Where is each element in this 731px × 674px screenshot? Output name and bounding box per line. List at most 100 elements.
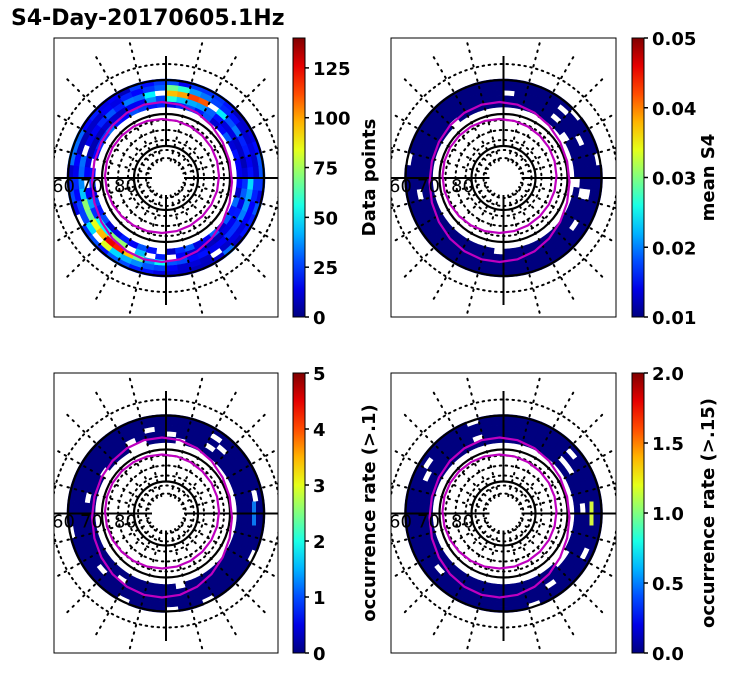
plot-area: 60 70 80 xyxy=(391,41,616,315)
data-cell xyxy=(241,166,249,179)
dotted-meridian xyxy=(466,41,500,162)
auroral-oval-line xyxy=(441,453,558,570)
data-cell xyxy=(573,503,581,514)
dotted-meridian xyxy=(432,391,496,499)
dotted-meridian xyxy=(177,413,266,502)
axes-frame xyxy=(390,37,617,318)
colorbar-tick-label: 0 xyxy=(313,644,326,665)
dotted-meridian xyxy=(180,521,278,580)
colorbar-tick-label: 5 xyxy=(313,364,326,385)
plot-area: 60 70 80 xyxy=(52,377,278,650)
latitude-label: 60 xyxy=(52,512,75,533)
colorbar xyxy=(292,37,306,318)
dotted-meridian xyxy=(180,186,278,244)
data-cell xyxy=(493,583,504,591)
axes-frame xyxy=(53,37,279,318)
colorbar-tick-label: 0.5 xyxy=(652,574,684,595)
data-cell xyxy=(165,600,179,608)
data-cell xyxy=(153,264,167,272)
latitude-label: 60 xyxy=(389,512,412,533)
dotted-meridian xyxy=(54,482,150,510)
data-cell xyxy=(247,166,255,179)
dotted-meridian xyxy=(128,194,163,315)
dotted-meridian xyxy=(182,517,278,545)
dotted-meridian xyxy=(391,111,489,170)
dotted-meridian xyxy=(391,517,488,545)
dotted-meridian xyxy=(66,78,155,167)
colorbar-tick-label: 0.04 xyxy=(652,99,696,120)
plot-area: 60 70 80 xyxy=(52,41,278,315)
dotted-meridian xyxy=(174,391,237,499)
data-cell xyxy=(503,264,517,272)
colorbar-tick-label: 0.05 xyxy=(652,29,696,50)
auroral-oval-line xyxy=(441,117,558,235)
dotted-meridian xyxy=(391,447,489,506)
dotted-meridian xyxy=(518,521,616,580)
data-cell xyxy=(590,177,598,191)
dotted-meridian xyxy=(519,482,616,510)
dotted-meridian xyxy=(182,181,278,210)
axes-frame xyxy=(390,372,617,654)
data-cell xyxy=(236,503,243,514)
latitude-label: 60 xyxy=(52,176,75,197)
colorbar-tick-label: 2.0 xyxy=(652,364,684,385)
data-cell xyxy=(155,583,167,591)
dotted-meridian xyxy=(507,377,541,498)
auroral-oval-line xyxy=(90,100,234,264)
data-cell xyxy=(165,264,179,272)
data-cell xyxy=(154,253,167,261)
dotted-meridian xyxy=(182,482,278,510)
colorbar-tick-label: 1.5 xyxy=(652,434,684,455)
data-cell xyxy=(584,177,592,190)
dotted-meridian xyxy=(391,181,488,210)
colorbar-tick-label: 25 xyxy=(313,258,338,279)
dotted-meridian xyxy=(403,78,492,167)
data-cell xyxy=(165,425,178,433)
dotted-meridian xyxy=(169,41,204,162)
dotted-meridian xyxy=(180,112,278,170)
data-cell xyxy=(153,600,167,608)
colorbar xyxy=(292,372,306,654)
dotted-meridian xyxy=(177,78,266,167)
dotted-meridian xyxy=(54,447,152,506)
data-cell xyxy=(503,425,516,433)
data-cell xyxy=(571,186,580,199)
dotted-meridian xyxy=(180,447,278,506)
data-cell xyxy=(491,89,504,97)
dotted-meridian xyxy=(519,146,616,175)
colorbar-tick-label: 3 xyxy=(313,476,326,497)
panel-3: 60 70 80 0 1 2 3 4 5 occurrence rate (>.1) xyxy=(52,364,380,665)
data-cell xyxy=(590,165,598,179)
dotted-meridian xyxy=(432,192,496,301)
colorbar-tick-label: 50 xyxy=(313,208,338,229)
dotted-meridian xyxy=(391,146,488,175)
dotted-meridian xyxy=(174,192,237,301)
data-cell xyxy=(241,177,249,190)
data-cell xyxy=(490,419,504,427)
data-cell xyxy=(490,600,504,608)
data-cell xyxy=(153,419,167,427)
dotted-meridian xyxy=(511,528,575,636)
auroral-oval-line xyxy=(428,436,571,599)
data-cell xyxy=(236,177,243,189)
data-cell xyxy=(503,248,514,255)
data-cell xyxy=(579,177,587,190)
data-cell xyxy=(247,177,255,190)
dotted-meridian xyxy=(515,525,604,614)
data-cell xyxy=(573,513,581,524)
latitude-label: 70 xyxy=(417,176,440,197)
dotted-meridian xyxy=(519,181,616,210)
dotted-meridian xyxy=(466,529,500,650)
dotted-meridian xyxy=(95,528,158,636)
dotted-meridian xyxy=(174,55,237,164)
colorbar-tick-label: 2 xyxy=(313,532,326,553)
colorbar-tick-label: 1 xyxy=(313,588,326,609)
dotted-meridian xyxy=(169,377,204,498)
dotted-meridian xyxy=(507,194,541,315)
dotted-meridian xyxy=(391,186,489,245)
panel-1: 60 70 80 0 25 50 75 100 125 Data points xyxy=(52,37,380,329)
data-cell xyxy=(490,84,504,92)
dotted-meridian xyxy=(54,181,150,210)
data-cell xyxy=(503,419,517,427)
